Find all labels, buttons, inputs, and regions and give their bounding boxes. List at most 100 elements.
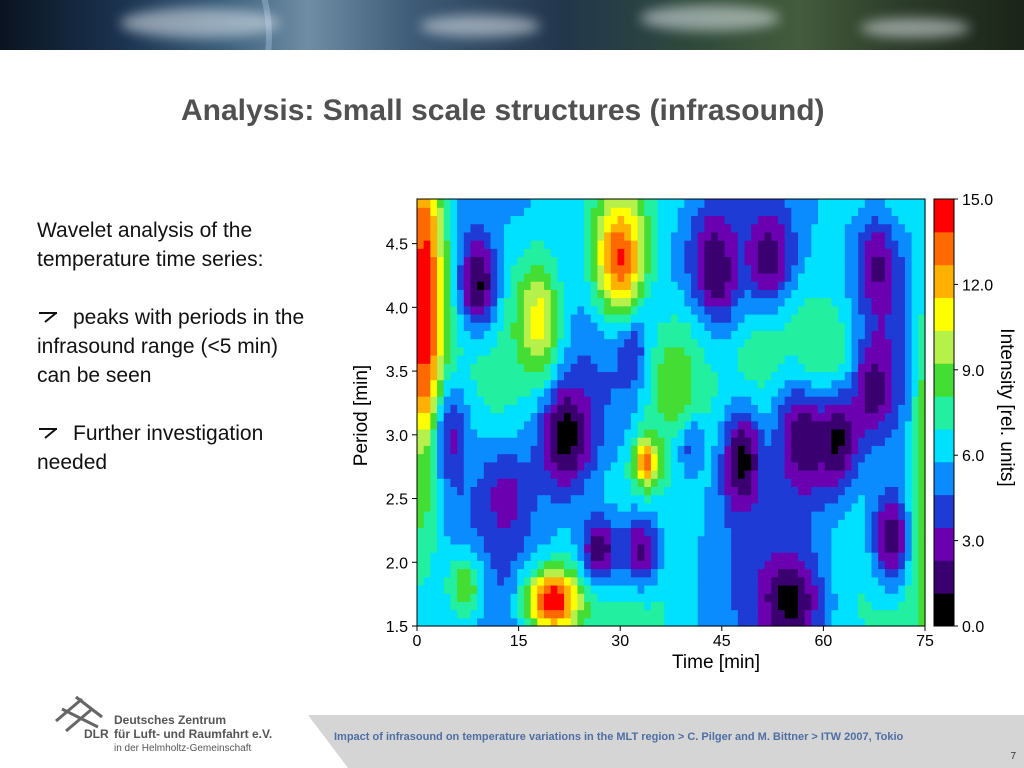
heatmap-cell: [904, 231, 913, 241]
heatmap-cell: [898, 428, 906, 438]
heatmap-cell: [851, 346, 859, 356]
heatmap-cell: [537, 445, 545, 455]
heatmap-cell: [791, 617, 799, 627]
heatmap-cell: [443, 231, 452, 241]
heatmap-cell: [417, 289, 425, 299]
heatmap-cell: [838, 576, 846, 586]
heatmap-cell: [483, 461, 492, 471]
heatmap-cell: [584, 272, 592, 282]
heatmap-cell: [751, 396, 759, 405]
heatmap-cell: [503, 527, 512, 537]
heatmap-cell: [550, 535, 558, 545]
heatmap-cell: [911, 338, 919, 348]
heatmap-cell: [664, 297, 672, 307]
heatmap-cell: [777, 330, 786, 340]
heatmap-cell: [577, 453, 585, 463]
logo-line-1: Deutsches Zentrum: [114, 713, 227, 727]
heatmap-cell: [477, 437, 485, 446]
heatmap-cell: [530, 502, 538, 512]
heatmap-cell: [784, 453, 792, 463]
heatmap-cell: [617, 437, 625, 446]
heatmap-cell: [604, 469, 612, 479]
heatmap-cell: [711, 363, 719, 373]
heatmap-cell: [691, 527, 699, 537]
heatmap-cell: [537, 289, 545, 299]
heatmap-cell: [751, 330, 759, 340]
heatmap-cell: [610, 511, 619, 520]
heatmap-cell: [684, 363, 692, 373]
heatmap-cell: [884, 215, 893, 225]
heatmap-cell: [838, 420, 846, 430]
heatmap-cell: [731, 428, 739, 438]
heatmap-cell: [704, 215, 712, 225]
heatmap-cell: [577, 355, 585, 364]
heatmap-cell: [610, 215, 619, 225]
heatmap-cell: [764, 543, 772, 553]
heatmap-cell: [851, 609, 859, 619]
heatmap-cell: [771, 617, 779, 627]
heatmap-cell: [858, 576, 866, 586]
heatmap-cell: [604, 404, 612, 414]
heatmap-cell: [838, 231, 846, 241]
heatmap-cell: [604, 199, 612, 208]
heatmap-cell: [818, 346, 826, 356]
heatmap-cell: [697, 412, 706, 422]
heatmap-cell: [590, 609, 599, 619]
heatmap-cell: [584, 420, 592, 430]
heatmap-cell: [684, 322, 692, 331]
heatmap-cell: [751, 601, 759, 611]
heatmap-cell: [811, 502, 819, 512]
heatmap-cell: [564, 428, 572, 438]
heatmap-cell: [777, 346, 786, 356]
heatmap-cell: [898, 601, 906, 611]
heatmap-cell: [838, 297, 846, 307]
heatmap-cell: [610, 527, 619, 537]
heatmap-cell: [731, 560, 739, 570]
heatmap-cell: [671, 363, 679, 373]
heatmap-cell: [677, 281, 685, 290]
heatmap-cell: [711, 494, 719, 504]
heatmap-cell: [844, 387, 853, 397]
heatmap-cell: [577, 256, 585, 266]
heatmap-cell: [597, 461, 605, 471]
heatmap-cell: [644, 338, 652, 348]
heatmap-cell: [831, 281, 839, 290]
heatmap-cell: [417, 601, 425, 611]
heatmap-cell: [417, 453, 425, 463]
heatmap-cell: [503, 231, 512, 241]
heatmap-cell: [878, 445, 886, 455]
heatmap-cell: [811, 313, 819, 323]
heatmap-cell: [731, 231, 739, 241]
heatmap-cell: [590, 272, 599, 282]
heatmap-cell: [604, 264, 612, 274]
heatmap-cell: [423, 584, 431, 594]
heatmap-cell: [851, 281, 859, 290]
heatmap-cell: [630, 560, 639, 570]
heatmap-cell: [671, 461, 679, 471]
heatmap-cell: [450, 576, 458, 586]
heatmap-cell: [804, 248, 812, 258]
heatmap-cell: [864, 568, 873, 578]
heatmap-cell: [671, 494, 679, 504]
heatmap-cell: [617, 519, 625, 529]
heatmap-cell: [824, 240, 833, 249]
heatmap-cell: [584, 264, 592, 274]
heatmap-cell: [450, 453, 458, 463]
heatmap-cell: [717, 346, 726, 356]
heatmap-cell: [851, 396, 859, 405]
heatmap-cell: [590, 461, 599, 471]
heatmap-cell: [644, 379, 652, 389]
heatmap-cell: [530, 371, 538, 381]
heatmap-cell: [851, 445, 859, 455]
heatmap-cell: [457, 445, 465, 455]
heatmap-cell: [437, 609, 445, 619]
heatmap-cell: [510, 584, 518, 594]
heatmap-cell: [423, 535, 431, 545]
heatmap-cell: [831, 412, 839, 422]
heatmap-cell: [617, 617, 625, 627]
heatmap-cell: [650, 240, 659, 249]
bullet-2: Further investigation needed: [37, 419, 317, 477]
heatmap-cell: [784, 502, 792, 512]
heatmap-cell: [818, 248, 826, 258]
heatmap-cell: [724, 313, 732, 323]
